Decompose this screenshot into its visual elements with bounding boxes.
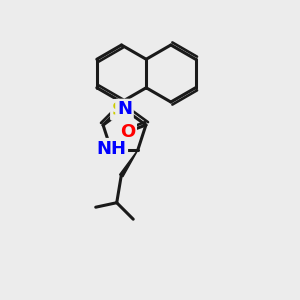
Text: S: S — [112, 101, 125, 119]
Text: NH: NH — [96, 140, 126, 158]
Polygon shape — [120, 150, 138, 177]
Text: N: N — [117, 100, 132, 118]
Text: O: O — [120, 123, 135, 141]
